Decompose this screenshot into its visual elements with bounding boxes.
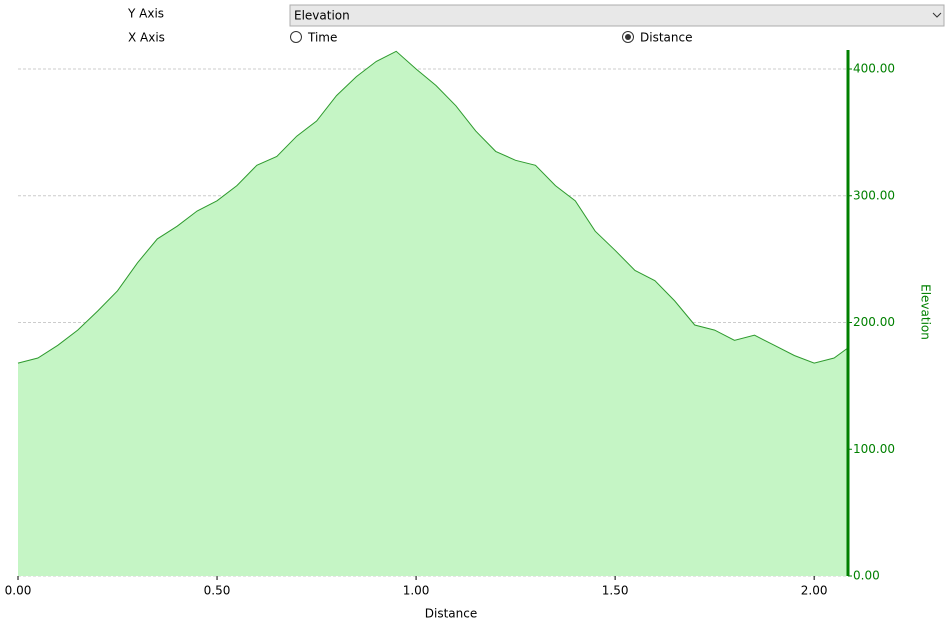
y-tick-label: 100.00 xyxy=(853,442,895,456)
dropdown-arrow xyxy=(932,12,942,18)
y-tick-label: 0.00 xyxy=(853,569,880,583)
y-axis-title: Elevation xyxy=(919,284,933,340)
radio-label: Time xyxy=(307,31,337,45)
x-tick-label: 2.00 xyxy=(801,584,828,598)
x-tick-label: 0.00 xyxy=(5,584,32,598)
area-line xyxy=(17,50,849,364)
y-tick-label: 300.00 xyxy=(853,188,895,202)
y-axis-dropdown[interactable] xyxy=(289,4,945,27)
x-tick-label: 0.50 xyxy=(204,584,231,598)
x-axis-title: Distance xyxy=(425,607,477,621)
area-fill xyxy=(18,51,848,577)
x-tick-label: 1.00 xyxy=(403,584,430,598)
radio-label: Distance xyxy=(640,31,692,45)
dropdown-value: Elevation xyxy=(294,9,350,23)
y-tick-label: 200.00 xyxy=(853,315,895,329)
y-axis-label: Y Axis xyxy=(127,7,164,21)
y-tick-label: 400.00 xyxy=(853,62,895,76)
radio-dot xyxy=(625,34,631,40)
x-axis-label: X Axis xyxy=(128,31,165,45)
x-tick-label: 1.50 xyxy=(602,584,629,598)
radio-button[interactable] xyxy=(290,31,302,43)
